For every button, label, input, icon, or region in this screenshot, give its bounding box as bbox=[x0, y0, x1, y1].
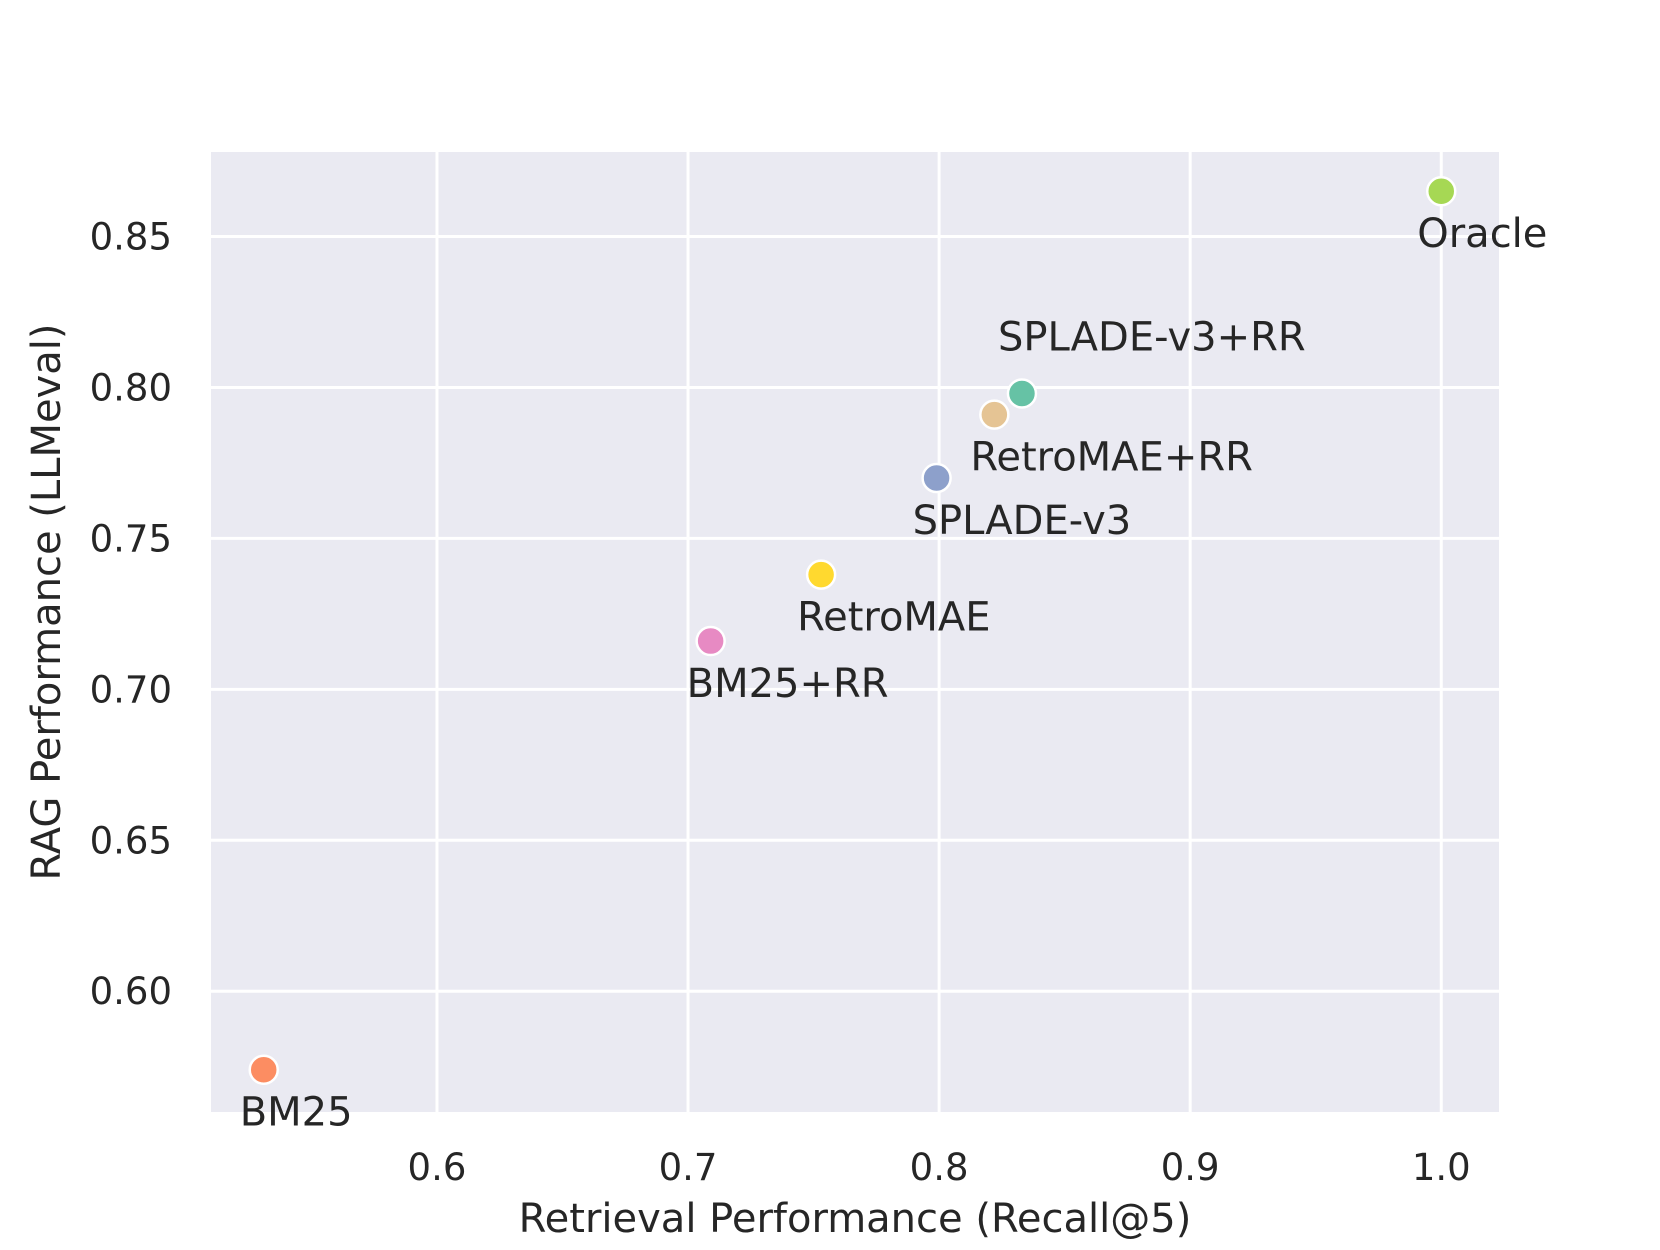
y-tick-label: 0.70 bbox=[90, 668, 172, 711]
y-tick-label: 0.75 bbox=[90, 517, 172, 560]
x-tick-label: 1.0 bbox=[1412, 1146, 1471, 1189]
point-label-oracle: Oracle bbox=[1417, 211, 1547, 257]
point-bm25 bbox=[248, 1054, 279, 1085]
point-bm25-rr bbox=[695, 625, 726, 657]
y-tick-label: 0.60 bbox=[90, 970, 172, 1013]
y-tick-label: 0.80 bbox=[90, 366, 172, 409]
point-labels: BM25 BM25+RR RetroMAE SPLADE-v3 RetroMAE+RR S… bbox=[240, 211, 1548, 1135]
point-label-splade-v3-rr: SPLADE-v3+RR bbox=[998, 315, 1306, 361]
point-retromae bbox=[805, 559, 837, 590]
y-axis-label: RAG Performance (LLMeval) bbox=[24, 324, 70, 881]
x-tick-label: 0.9 bbox=[1161, 1146, 1220, 1189]
x-axis-label: Retrieval Performance (Recall@5) bbox=[519, 1196, 1192, 1242]
grid-lines bbox=[211, 152, 1499, 1112]
point-retromae-rr bbox=[979, 399, 1010, 430]
data-points bbox=[248, 175, 1457, 1085]
point-label-retromae-rr: RetroMAE+RR bbox=[970, 435, 1253, 481]
point-label-splade-v3: SPLADE-v3 bbox=[913, 498, 1132, 544]
x-tick-label: 0.8 bbox=[910, 1146, 969, 1189]
x-tick-label: 0.7 bbox=[659, 1146, 718, 1189]
point-label-bm25: BM25 bbox=[240, 1090, 353, 1136]
tick-labels: 0.6 0.7 0.8 0.9 1.0 0.60 0.65 0.70 0.75 0.80 0.85 bbox=[90, 216, 1471, 1189]
point-label-retromae: RetroMAE bbox=[797, 595, 990, 641]
plot-background bbox=[211, 152, 1499, 1112]
point-label-bm25-rr: BM25+RR bbox=[687, 661, 889, 707]
x-tick-label: 0.6 bbox=[408, 1146, 467, 1189]
y-tick-label: 0.85 bbox=[90, 216, 172, 259]
point-oracle bbox=[1426, 175, 1457, 207]
point-splade-v3-rr bbox=[1006, 378, 1038, 409]
y-tick-label: 0.65 bbox=[90, 819, 172, 862]
point-splade-v3 bbox=[921, 462, 952, 494]
